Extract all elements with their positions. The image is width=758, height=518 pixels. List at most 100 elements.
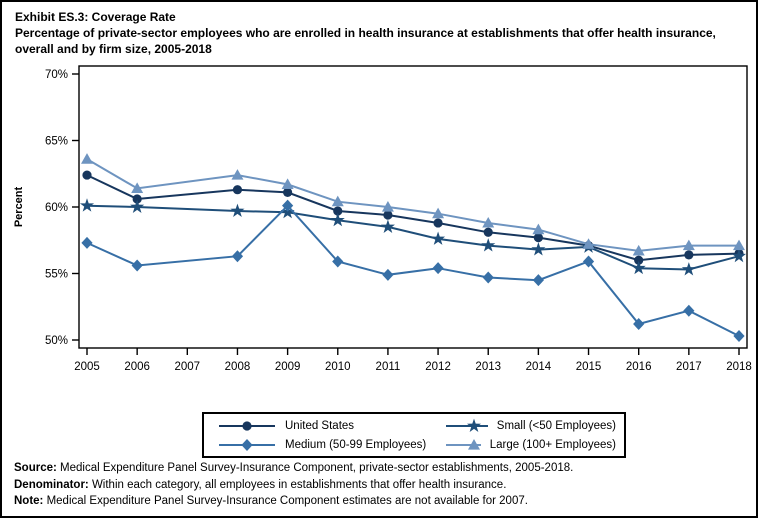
marker-star (79, 198, 95, 212)
marker-star (531, 242, 546, 256)
marker-circle (333, 206, 343, 216)
series-large-100-employees (81, 153, 745, 256)
marker-triangle (381, 201, 394, 212)
footnote-label: Denominator: (14, 478, 89, 491)
marker-star (431, 231, 446, 245)
marker-circle (483, 227, 493, 237)
y-tick-label: 65% (45, 136, 68, 148)
marker-circle (684, 250, 694, 260)
marker-circle (82, 170, 92, 180)
marker-triangle (532, 223, 545, 235)
marker-triangle (482, 216, 495, 228)
x-tick-label: 2007 (175, 361, 201, 373)
marker-triangle (432, 207, 445, 219)
marker-triangle (281, 178, 294, 189)
marker-diamond (382, 268, 394, 281)
legend-label: United States (285, 419, 355, 432)
y-axis-title: Percent (13, 186, 25, 227)
x-tick-label: 2015 (576, 361, 602, 373)
legend-item-small-50-employees: Small (<50 Employees) (445, 418, 616, 434)
marker-circle (232, 185, 243, 195)
marker-star (681, 262, 696, 276)
x-tick-label: 2012 (425, 361, 451, 373)
x-tick-label: 2016 (626, 361, 652, 373)
marker-triangle (231, 169, 244, 180)
x-tick-label: 2014 (526, 361, 552, 373)
y-tick-label: 70% (45, 69, 68, 81)
marker-diamond (482, 271, 494, 284)
coverage-chart: 70% 65% 60% 55% 50% Percent 2005 2006 2007 2008 20… (13, 65, 752, 373)
marker-circle (383, 210, 393, 220)
exhibit-subtitle: Percentage of private-sector employees w… (15, 26, 716, 56)
marker-circle (242, 420, 252, 431)
x-tick-label: 2006 (124, 361, 150, 373)
marker-triangle (467, 438, 480, 450)
marker-diamond (432, 262, 444, 275)
marker-diamond (582, 255, 595, 268)
marker-star (380, 219, 395, 233)
marker-star (731, 248, 747, 263)
marker-star (466, 418, 481, 432)
legend-label: Small (<50 Employees) (496, 419, 616, 432)
footnote-text: Medical Expenditure Panel Survey-Insuran… (43, 495, 528, 507)
legend-item-large-100-employees: Large (100+ Employees) (445, 437, 616, 453)
marker-diamond (81, 236, 93, 249)
footnote-text: Within each category, all employees in e… (88, 478, 507, 491)
marker-diamond (733, 330, 745, 343)
marker-diamond (633, 318, 645, 331)
chart-legend: United States Small (<50 Employees) Medium… (202, 412, 626, 458)
marker-triangle (331, 195, 344, 207)
y-tick-label: 60% (45, 202, 68, 214)
marker-diamond (131, 259, 143, 272)
chart-area: 70% 65% 60% 55% 50% Percent 2005 2006 2007 2008 20… (2, 58, 756, 388)
footnote-note: Note: Medical Expenditure Panel Survey-I… (14, 493, 754, 510)
diamond-legend-icon (219, 438, 275, 451)
footnote-label: Note: (14, 495, 44, 507)
marker-triangle (733, 239, 745, 251)
marker-circle (634, 255, 644, 265)
marker-triangle (81, 153, 93, 164)
marker-diamond (532, 274, 544, 287)
marker-triangle (682, 239, 695, 251)
marker-diamond (683, 304, 695, 317)
x-tick-label: 2013 (475, 361, 501, 373)
footnote-label: Source: (14, 462, 57, 474)
x-tick-label: 2008 (225, 361, 251, 373)
triangle-legend-icon (445, 438, 481, 450)
footnote-source: Source: Medical Expenditure Panel Survey… (14, 460, 754, 477)
plot-box (78, 65, 748, 349)
footnotes: Source: Medical Expenditure Panel Survey… (14, 460, 754, 510)
x-tick-label: 2011 (376, 361, 401, 373)
y-tick-label: 50% (45, 335, 68, 347)
marker-diamond (282, 199, 294, 212)
circle-legend-icon (219, 420, 275, 431)
series-medium-50-99-employees (81, 199, 745, 343)
y-tick-label: 55% (45, 269, 68, 281)
star-legend-icon (445, 418, 488, 432)
marker-diamond (241, 438, 253, 451)
legend-item-united-states: United States (218, 418, 445, 434)
marker-star (631, 260, 646, 275)
marker-diamond (231, 250, 244, 263)
marker-circle (132, 194, 142, 204)
marker-star (481, 238, 496, 252)
x-tick-label: 2010 (325, 361, 351, 373)
x-tick-label: 2018 (726, 361, 752, 373)
series-line-united-states (86, 174, 740, 262)
x-tick-label: 2009 (275, 361, 301, 373)
series-united-states (82, 170, 744, 265)
marker-triangle (632, 244, 645, 256)
marker-star (130, 199, 145, 213)
marker-circle (433, 218, 443, 228)
marker-circle (533, 232, 543, 243)
marker-diamond (332, 255, 344, 268)
marker-triangle (131, 182, 144, 193)
marker-star (330, 212, 345, 227)
marker-circle (283, 187, 293, 197)
footnote-denominator: Denominator: Within each category, all e… (14, 477, 754, 494)
marker-triangle (582, 238, 595, 249)
legend-label: Medium (50-99 Employees) (285, 438, 427, 451)
legend-item-medium-50-99-employees: Medium (50-99 Employees) (218, 437, 445, 453)
exhibit-title: Exhibit ES.3: Coverage Rate (15, 10, 176, 24)
